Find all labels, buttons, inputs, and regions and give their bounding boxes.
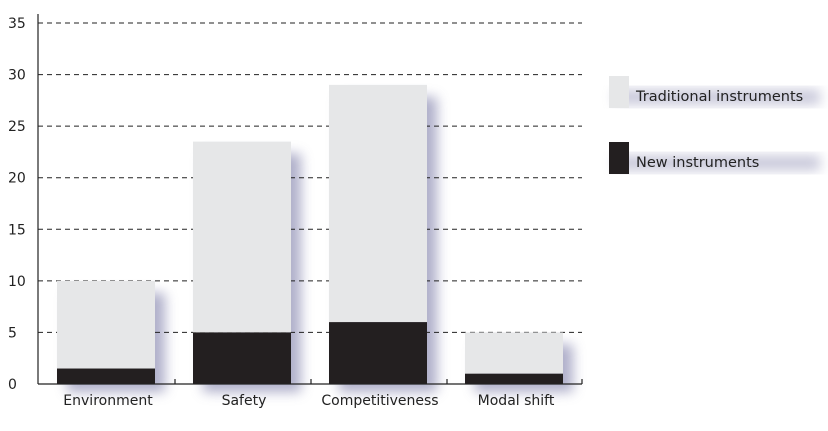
y-tick-label: 5 bbox=[8, 325, 17, 341]
bar-new-competitiveness bbox=[329, 322, 427, 384]
bar-new-environment bbox=[57, 368, 155, 384]
bar-new-safety bbox=[193, 332, 291, 384]
legend: Traditional instruments New instruments bbox=[609, 76, 820, 174]
y-tick-label: 25 bbox=[8, 119, 26, 135]
x-category-label: Environment bbox=[63, 393, 153, 409]
x-category-label: Modal shift bbox=[478, 393, 555, 409]
bar-traditional-competitiveness bbox=[329, 84, 427, 323]
legend-shadow bbox=[615, 90, 820, 104]
y-tick-labels: 0 5 10 15 20 25 30 35 bbox=[8, 16, 26, 393]
x-category-label: Competitiveness bbox=[321, 393, 438, 409]
legend-swatch bbox=[609, 142, 629, 174]
axes bbox=[37, 14, 583, 385]
y-tick-label: 30 bbox=[8, 68, 26, 84]
x-category-labels: Environment Safety Competitiveness Modal sh… bbox=[63, 393, 555, 409]
bar-traditional-modal-shift bbox=[465, 332, 563, 374]
y-tick-label: 35 bbox=[8, 16, 26, 32]
bar-traditional-safety bbox=[193, 141, 291, 333]
legend-shadow bbox=[615, 156, 820, 170]
y-tick-label: 10 bbox=[8, 274, 26, 290]
bars bbox=[57, 84, 563, 384]
x-category-label: Safety bbox=[222, 393, 267, 409]
legend-label: New instruments bbox=[636, 155, 759, 171]
y-tick-label: 20 bbox=[8, 171, 26, 187]
legend-label: Traditional instruments bbox=[635, 89, 803, 105]
bar-traditional-environment bbox=[57, 280, 155, 369]
bar-new-modal-shift bbox=[465, 373, 563, 384]
y-tick-label: 15 bbox=[8, 222, 26, 238]
y-tick-label: 0 bbox=[8, 377, 17, 393]
legend-swatch bbox=[609, 76, 629, 108]
